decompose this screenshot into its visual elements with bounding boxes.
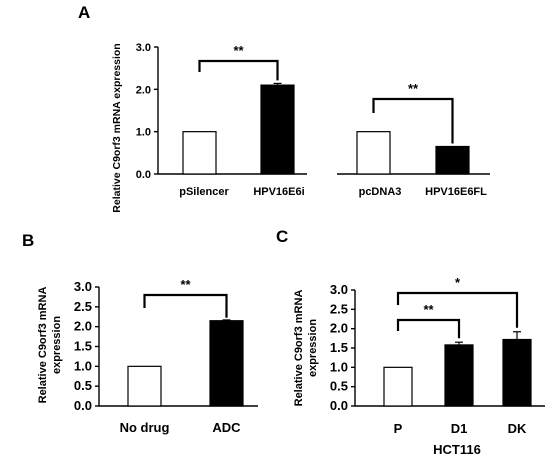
panel-c-category-label: D1 [451,421,468,436]
panel-b-category-label: ADC [212,420,241,435]
panel-a-bar [182,131,217,175]
panel-a-significance-bracket [198,59,279,81]
panel-c-bar [444,344,474,407]
panel-a-bar [356,131,391,175]
panel-a-y-tick-label: 1.0 [136,127,151,139]
panel-b-significance-bracket [143,293,228,318]
panel-c-y-tick-label: 1.5 [330,340,348,355]
panel-a-y-tick-label: 2.0 [136,84,151,96]
panel-a-category-label: pcDNA3 [359,186,402,198]
panel-c-category-label: DK [508,421,527,436]
panel-c-significance-label: ** [423,302,434,317]
panel-b-bar [127,365,162,407]
panel-a-bar [260,84,295,175]
panel-a-plot: 0.0 1.0 2.0 3.0 pSilencer HPV16E6i ** pcDNA3 HPV… [136,42,490,198]
panel-c-y-tick-label: 2.5 [330,301,348,316]
panel-b-y-tick-label: 0.5 [74,378,92,393]
panel-c-category-label: P [394,421,403,436]
panel-a-y-tick-label: 3.0 [136,42,151,54]
panel-b-y-axis-label-line1: Relative C9orf3 mRNA [37,287,49,404]
panel-b-y-tick-label: 3.0 [74,279,92,294]
panel-c-label: C [276,227,288,246]
panel-c-y-tick-label: 3.0 [330,282,348,297]
panel-b-significance-label: ** [180,277,191,292]
panel-b-y-tick-label: 2.5 [74,299,92,314]
panel-c-plot: 0.00.51.01.52.02.53.0P D1 DK*** [330,275,545,436]
panel-b-y-tick-label: 2.0 [74,319,92,334]
panel-a-category-label: pSilencer [179,186,229,198]
panel-b-category-label: No drug [120,420,170,435]
panel-c-bar [502,338,532,407]
panel-a-significance-label: ** [408,81,419,96]
panel-a-significance-bracket [372,97,454,144]
panel-a-category-label: HPV16E6FL [425,186,487,198]
panel-c: C Relative C9orf3 mRNA expression HCT116… [276,227,545,457]
panel-a-category-label: HPV16E6i [253,186,304,198]
panel-b-y-tick-label: 1.0 [74,358,92,373]
panel-c-y-axis-label-line2: expression [307,319,319,377]
panel-c-x-axis-label: HCT116 [433,442,481,457]
panel-b: B Relative C9orf3 mRNA expression 0.0 0.5… [22,231,258,435]
panel-b-y-axis-label-line2: expression [51,316,63,374]
panel-b-label: B [22,231,34,250]
panel-c-y-tick-label: 0.5 [330,379,348,394]
panel-c-y-tick-label: 1.0 [330,359,348,374]
panel-c-y-tick-label: 2.0 [330,321,348,336]
panel-c-y-tick-label: 0.0 [330,398,348,413]
panel-a-label: A [78,3,90,22]
panel-b-bar [209,320,244,407]
panel-a-y-tick-label: 0.0 [136,169,151,181]
panel-c-significance-bracket [396,318,461,339]
panel-c-bar [383,366,413,407]
panel-a-bar [435,145,470,175]
panel-b-y-tick-label: 0.0 [74,398,92,413]
panel-c-significance-label: * [455,275,461,290]
panel-a-significance-label: ** [233,43,244,58]
panel-c-significance-bracket [396,291,519,328]
panel-b-plot: 0.0 0.5 1.0 1.5 2.0 2.5 3.0 No drug ADC ** [74,277,258,435]
panel-a-y-axis-label: Relative C9orf3 mRNA expression [111,43,123,212]
panel-b-y-tick-label: 1.5 [74,339,92,354]
panel-c-y-axis-label-line1: Relative C9orf3 mRNA [293,290,305,407]
panel-a: A Relative C9orf3 mRNA expression 0.0 1.0… [78,3,490,213]
